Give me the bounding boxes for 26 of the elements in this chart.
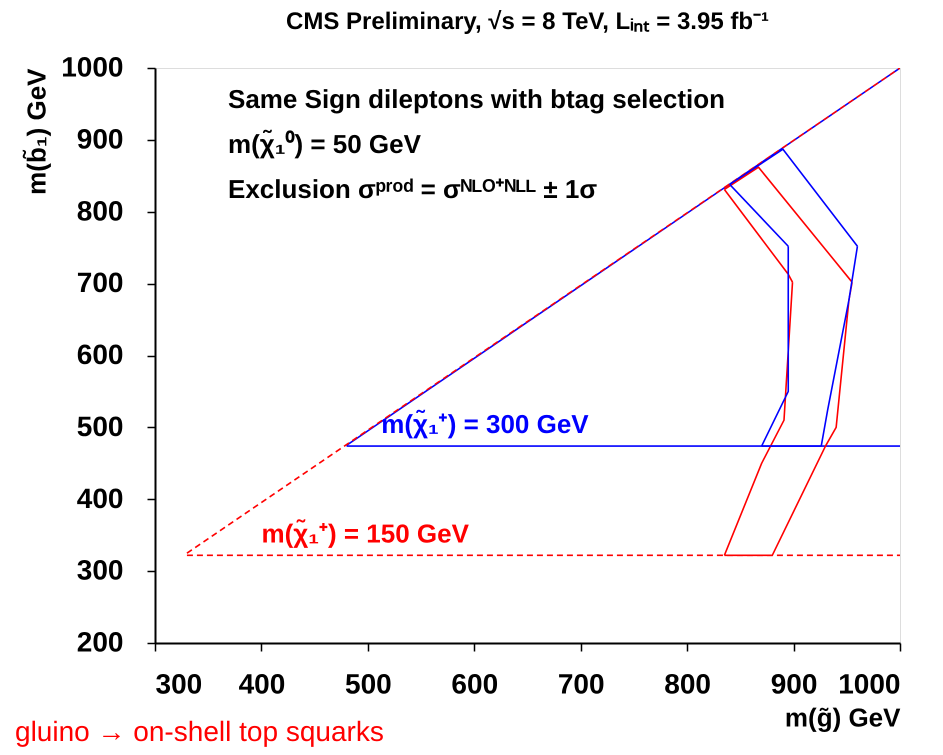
x-tick-label: 400 (238, 668, 286, 700)
y-tick-label: 300 (76, 554, 124, 586)
annotation: Same Sign dileptons with btag selection (228, 84, 725, 114)
y-axis-title: m(b̃₁) GeV (22, 68, 52, 195)
x-axis-title: m(g̃) GeV (784, 702, 902, 732)
y-tick-label: 900 (76, 123, 124, 154)
x-tick-label: 800 (664, 668, 711, 700)
x-tick-label: 1000 (838, 668, 900, 700)
annotation: m(χ̃₁⁰) = 50 GeV (228, 129, 422, 159)
chart-title: CMS Preliminary, √s = 8 TeV, Lᵢₙₜ = 3.95 fb⁻¹ (286, 8, 769, 35)
series-label: m(χ̃₁⁺) = 150 GeV (261, 518, 470, 548)
annotation: Exclusion σᵖʳᵒᵈ = σᴺᴸᴼ⁺ᴺᴸᴸ ± 1σ (228, 174, 598, 204)
x-tick-label: 600 (451, 668, 498, 700)
y-tick-label: 200 (76, 626, 124, 658)
y-tick-label: 600 (76, 339, 124, 370)
x-tick-label: 300 (156, 668, 202, 700)
x-tick-label: 900 (770, 668, 818, 700)
x-tick-label: 700 (558, 668, 605, 700)
series-label: m(χ̃₁⁺) = 300 GeV (381, 409, 590, 440)
x-tick-label: 500 (345, 668, 392, 700)
y-tick-label: 800 (76, 195, 124, 226)
text: gluino → on-shell top squarks (15, 716, 384, 747)
y-tick-label: 1000 (61, 52, 124, 82)
y-tick-label: 400 (76, 482, 124, 514)
y-tick-label: 500 (76, 410, 124, 442)
y-tick-label: 700 (76, 267, 124, 298)
